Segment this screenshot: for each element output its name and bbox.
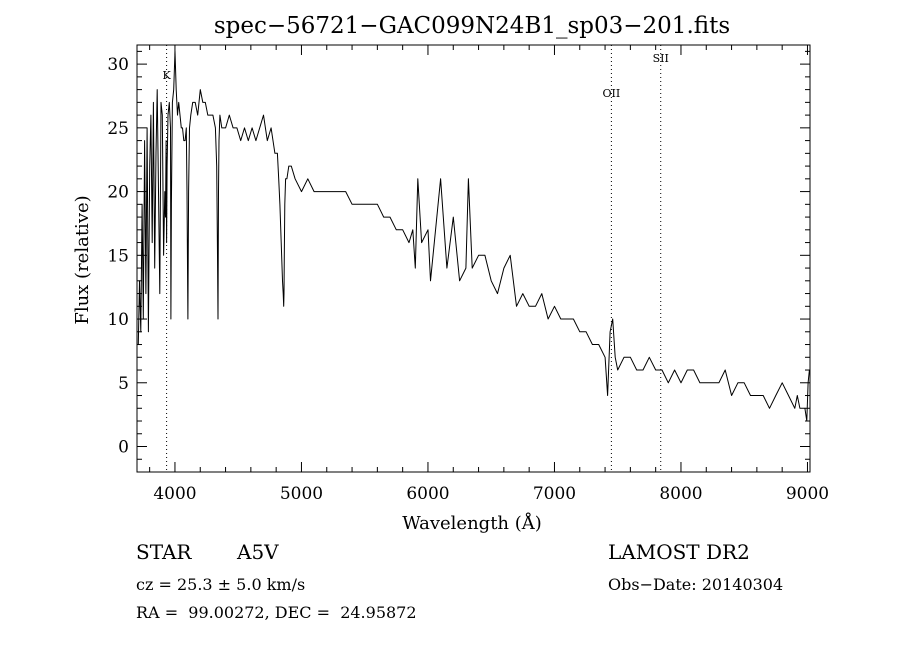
- y-tick-label: 0: [118, 438, 129, 458]
- x-tick-label: 7000: [533, 484, 576, 504]
- x-tick-label: 5000: [280, 484, 323, 504]
- spectral-line-label: OII: [603, 87, 621, 100]
- y-tick-label: 5: [118, 374, 129, 394]
- y-tick-label: 20: [107, 183, 129, 203]
- coordinates: RA = 99.00272, DEC = 24.95872: [136, 603, 417, 622]
- chart-title: spec−56721−GAC099N24B1_sp03−201.fits: [214, 13, 730, 39]
- y-tick-label: 10: [107, 310, 129, 330]
- spectral-line-label: SII: [653, 52, 669, 65]
- y-axis-label: Flux (relative): [72, 195, 93, 324]
- plot-area: K OII SII: [137, 45, 810, 472]
- axes: 4000 5000 6000 7000 8000 9000 0 5 10 15 20 25 30: [107, 44, 829, 504]
- redshift-value: cz = 25.3 ± 5.0 km/s: [136, 575, 306, 594]
- y-tick-label: 25: [107, 119, 129, 139]
- y-tick-label: 30: [107, 55, 129, 75]
- observation-date: Obs−Date: 20140304: [608, 575, 784, 594]
- object-subclass: A5V: [237, 540, 279, 564]
- object-class: STAR: [136, 540, 192, 564]
- x-tick-label: 6000: [406, 484, 449, 504]
- spectrum-line: [137, 50, 810, 422]
- x-axis-label: Wavelength (Å): [402, 512, 542, 534]
- y-tick-label: 15: [107, 246, 129, 266]
- x-tick-label: 8000: [659, 484, 702, 504]
- spectral-line-label: K: [162, 69, 171, 82]
- plot-frame: [136, 44, 811, 473]
- survey-name: LAMOST DR2: [608, 540, 750, 564]
- x-tick-label: 9000: [786, 484, 829, 504]
- x-tick-label: 4000: [153, 484, 196, 504]
